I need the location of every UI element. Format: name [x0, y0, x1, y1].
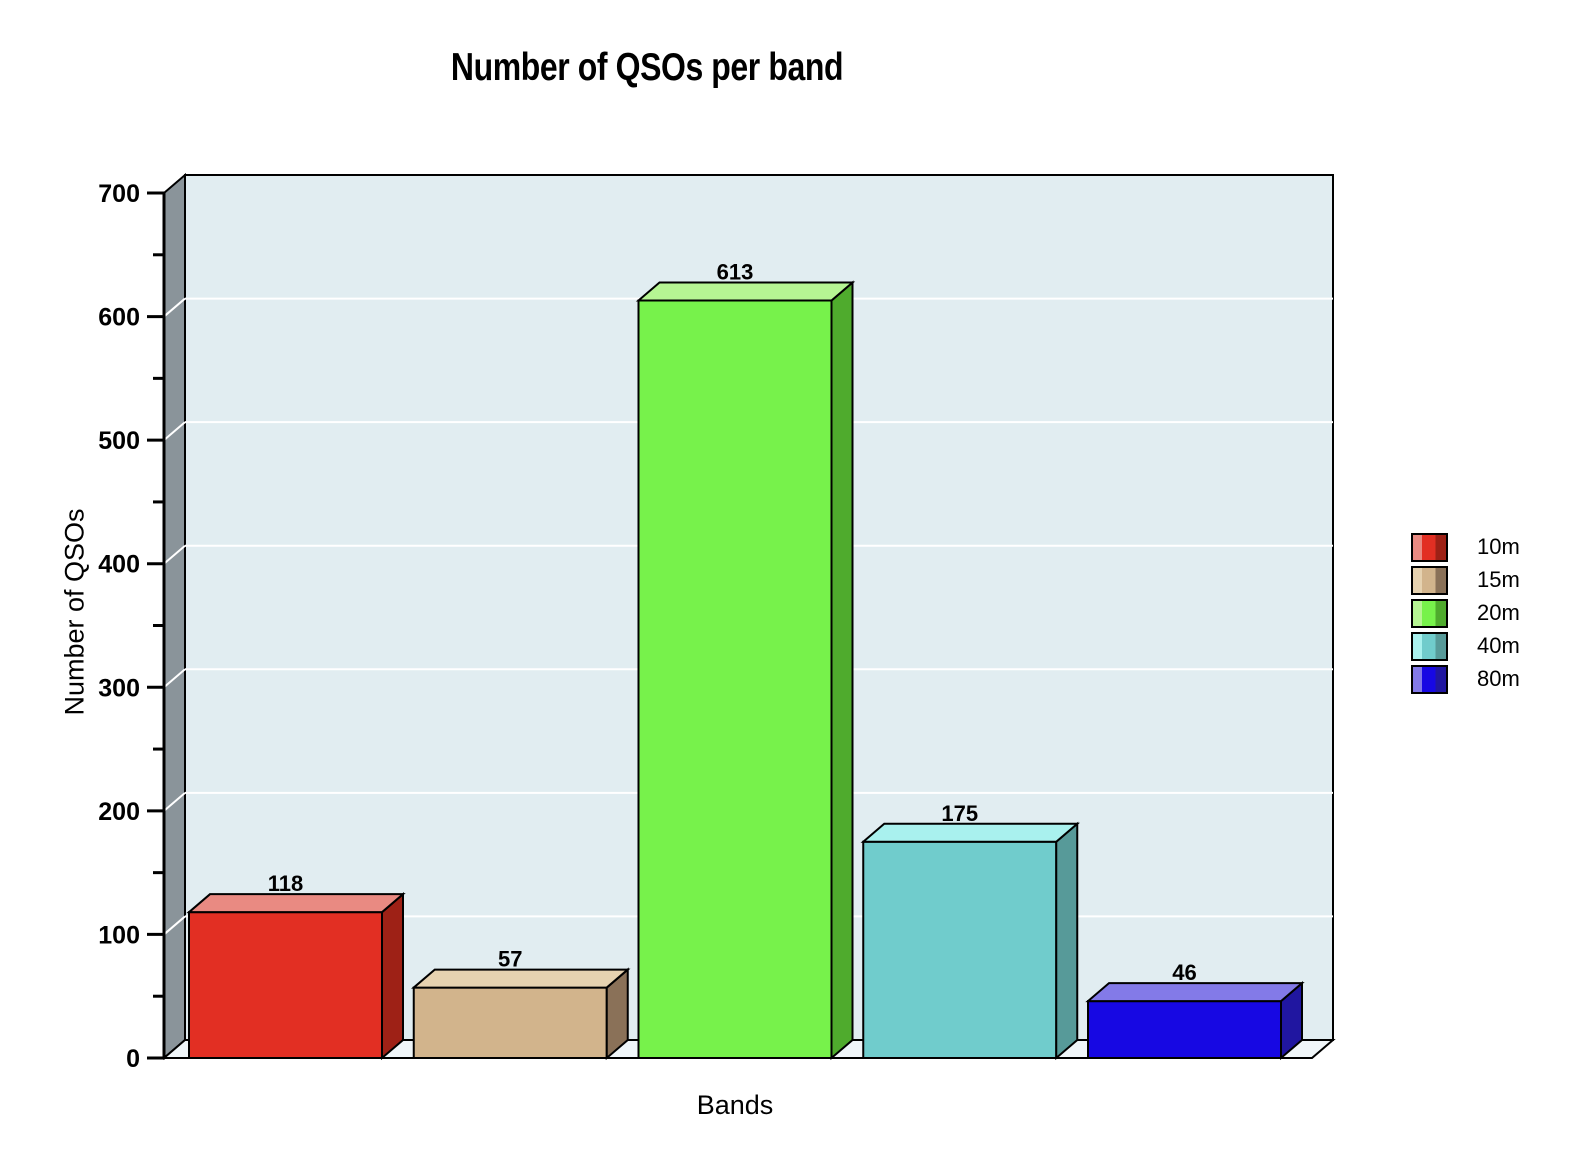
legend-label-15m: 15m	[1477, 567, 1520, 592]
chart-title-text: Number of QSOs per band	[450, 46, 844, 89]
legend-item-80m: 80m	[1411, 664, 1520, 694]
bar-side-20m	[830, 280, 854, 1061]
legend-swatch-20m	[1411, 598, 1448, 628]
chart-title: Number of QSOs per band	[408, 46, 886, 90]
y-tick-label: 100	[98, 921, 140, 949]
legend-swatch-15m	[1411, 565, 1448, 595]
bar-value-label: 57	[498, 947, 522, 972]
bar-top-80m	[1085, 982, 1305, 1003]
bar-side-40m	[1055, 821, 1079, 1061]
bar-front-15m	[412, 986, 608, 1059]
bar-front-10m	[188, 911, 383, 1060]
gridline-wall-segment	[163, 544, 186, 565]
y-tick-label: 700	[98, 180, 140, 208]
legend: 10m 15m 20m 40m 80m	[1411, 532, 1520, 697]
legend-label-40m: 40m	[1477, 633, 1520, 658]
legend-swatch-80m	[1411, 664, 1448, 694]
bar-value-label: 613	[717, 260, 754, 285]
bar-top-15m	[411, 968, 631, 989]
y-tick-label: 0	[126, 1045, 140, 1073]
gridline-wall-segment	[163, 915, 186, 936]
gridline-wall-segment	[163, 297, 186, 318]
gridline-wall-segment	[163, 421, 186, 441]
bar-top-10m	[186, 893, 406, 914]
legend-item-40m: 40m	[1411, 631, 1520, 661]
y-axis-title: Number of QSOs	[59, 508, 90, 716]
bar-top-40m	[860, 822, 1080, 843]
legend-label-20m: 20m	[1477, 600, 1520, 625]
gridline-wall-segment	[163, 668, 186, 689]
y-tick-label: 500	[98, 427, 140, 455]
gridline-wall-segment	[163, 792, 186, 812]
bar-top-20m	[635, 281, 856, 302]
bar-value-label: 46	[1172, 960, 1196, 985]
y-tick-label: 400	[98, 551, 140, 579]
bar-front-40m	[862, 840, 1058, 1059]
bar-front-20m	[637, 299, 833, 1059]
legend-item-15m: 15m	[1411, 565, 1520, 595]
y-tick-label: 600	[98, 304, 140, 332]
legend-item-10m: 10m	[1411, 532, 1520, 562]
legend-label-10m: 10m	[1477, 534, 1520, 559]
y-tick-label: 200	[98, 798, 140, 826]
bar-front-80m	[1087, 1000, 1282, 1060]
bar-value-label: 175	[941, 801, 978, 826]
x-axis-title: Bands	[696, 1090, 774, 1120]
legend-label-80m: 80m	[1477, 666, 1520, 691]
legend-swatch-40m	[1411, 631, 1448, 661]
legend-swatch-10m	[1411, 532, 1448, 562]
y-tick-label: 300	[98, 674, 140, 702]
legend-item-20m: 20m	[1411, 598, 1520, 628]
bar-value-label: 118	[268, 871, 304, 896]
bar-side-10m	[381, 892, 404, 1061]
